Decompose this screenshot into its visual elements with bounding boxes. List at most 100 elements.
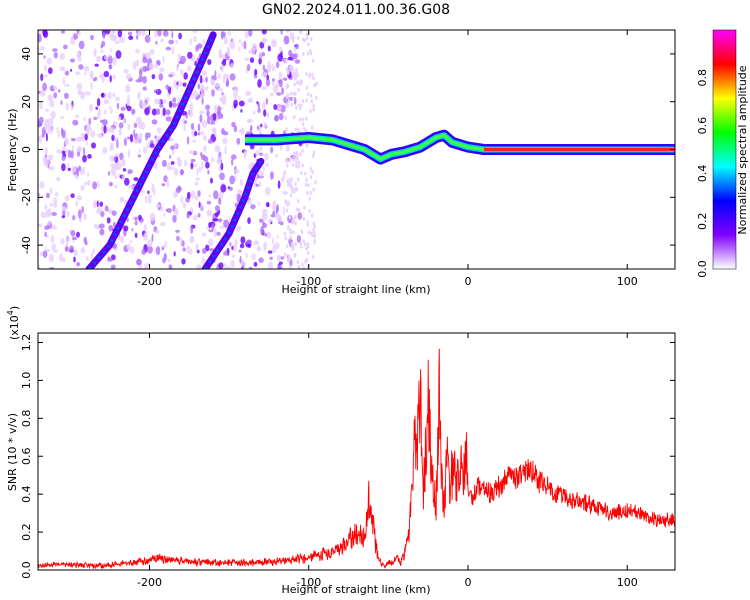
spectrogram-speckle — [149, 212, 156, 222]
spectrogram-speckle — [233, 125, 238, 133]
spectrogram-speckle — [202, 256, 205, 265]
spectrogram-speckle — [190, 158, 196, 163]
spectrogram-speckle — [97, 180, 100, 189]
spectrogram-speckle — [231, 154, 237, 160]
spectrogram-speckle — [121, 158, 126, 167]
spectrogram-speckle — [312, 153, 315, 158]
spectrogram-speckle — [281, 87, 284, 95]
spectrogram-speckle — [314, 180, 317, 185]
spectrogram-speckle — [171, 30, 174, 39]
spectrogram-ridge — [245, 129, 675, 165]
spectrogram-speckle — [126, 73, 132, 80]
spectrogram-speckle — [297, 36, 300, 40]
spectrogram-speckle — [56, 176, 61, 182]
spectrogram-speckle — [217, 88, 223, 92]
spectrogram-speckle — [184, 159, 188, 167]
spectrogram-speckle — [156, 89, 159, 93]
spectrogram-speckle — [294, 72, 297, 77]
spectrogram-speckle — [303, 38, 307, 43]
spectrogram-speckle — [140, 99, 144, 108]
spectrogram-speckle — [38, 30, 44, 35]
spectrogram-speckle — [262, 166, 266, 171]
spectrogram-speckle — [294, 59, 301, 64]
spectrogram-speckle — [90, 81, 93, 91]
spectrogram-speckle — [39, 90, 46, 97]
spectrogram-speckle — [282, 206, 286, 216]
spectrogram-speckle — [72, 215, 76, 221]
spectrogram-speckle — [284, 102, 290, 109]
spectrogram-speckle — [176, 81, 179, 86]
spectrogram-speckle — [194, 195, 199, 201]
spectrogram-speckle — [197, 213, 201, 218]
spectrogram-speckle — [163, 175, 168, 183]
spectrogram-speckle — [308, 196, 311, 201]
spectrogram-speckle — [171, 46, 175, 55]
spectrogram-speckle — [196, 264, 202, 269]
spectrogram-speckle — [276, 92, 282, 96]
spectrogram-speckle — [168, 39, 174, 45]
spectrogram-speckle — [76, 195, 82, 201]
spectrogram-speckle — [80, 247, 86, 254]
spectrogram-speckle — [243, 40, 247, 50]
spectrogram-speckle — [53, 92, 58, 99]
spectrogram-speckle — [164, 240, 168, 245]
spectrogram-speckle — [109, 258, 113, 262]
spectrogram-speckle — [201, 97, 204, 105]
spectrogram-speckle — [230, 260, 235, 268]
spectrogram-speckle — [73, 33, 78, 40]
spectrogram-speckle — [75, 200, 78, 207]
spectrogram-speckle — [41, 133, 45, 138]
spectrogram-speckle — [291, 155, 297, 162]
spectrogram-speckle — [292, 53, 298, 59]
spectrogram-speckle — [180, 55, 186, 64]
spectrogram-speckle — [83, 117, 86, 122]
spectrogram-speckle — [217, 218, 223, 223]
spectrogram-speckle — [197, 132, 201, 136]
spectrogram-speckle — [111, 134, 115, 141]
spectrogram-speckle — [253, 261, 258, 267]
spectrogram-speckle — [117, 116, 122, 121]
spectrogram-speckle — [220, 94, 227, 103]
spectrogram-speckle — [273, 104, 278, 110]
spectrogram-speckle — [108, 127, 115, 133]
spectrogram-speckle — [142, 86, 147, 91]
spectrogram-speckle — [201, 161, 204, 170]
spectrogram-speckle — [51, 212, 57, 216]
spectrogram-speckle — [61, 215, 66, 219]
spectrogram-speckle — [265, 97, 268, 105]
spectrogram-speckle — [160, 221, 166, 227]
spectrogram-speckle — [126, 105, 132, 112]
spectrogram-speckle — [114, 174, 118, 180]
spectrogram-speckle — [92, 248, 96, 255]
spectrogram-speckle — [84, 91, 91, 96]
spectrogram-speckle — [186, 65, 192, 72]
spectrogram-speckle — [222, 58, 227, 63]
spectrogram-speckle — [116, 139, 119, 149]
spectrogram-speckle — [182, 247, 186, 252]
spectrogram-speckle — [165, 46, 172, 51]
spectrogram-speckle — [51, 243, 56, 251]
spectrogram-speckle — [212, 128, 217, 134]
spectrogram-speckle — [190, 225, 194, 234]
spectrogram-speckle — [174, 142, 177, 149]
spectrogram-speckle — [303, 205, 306, 210]
spectrogram-speckle — [239, 243, 245, 249]
spectrogram-speckle — [259, 146, 263, 152]
spectrogram-speckle — [71, 236, 78, 241]
spectrogram-speckle — [293, 47, 297, 52]
spectrogram-speckle — [305, 36, 309, 41]
spectrogram-speckle — [64, 92, 69, 100]
spectrogram-speckle — [312, 150, 316, 155]
spectrogram-speckle — [66, 210, 70, 218]
spectrogram-speckle — [292, 151, 295, 156]
y-tick-label: 0 — [20, 146, 33, 153]
spectrogram-speckle — [44, 147, 48, 155]
spectrogram-speckle — [247, 217, 251, 225]
spectrogram-speckle — [160, 38, 164, 43]
spectrogram-speckle — [62, 145, 66, 152]
spectrogram-speckle — [313, 234, 316, 239]
spectrogram-speckle — [144, 34, 151, 43]
spectrogram-speckle — [81, 206, 84, 214]
spectrogram-speckle — [144, 67, 150, 72]
spectrogram-speckle — [288, 158, 291, 163]
